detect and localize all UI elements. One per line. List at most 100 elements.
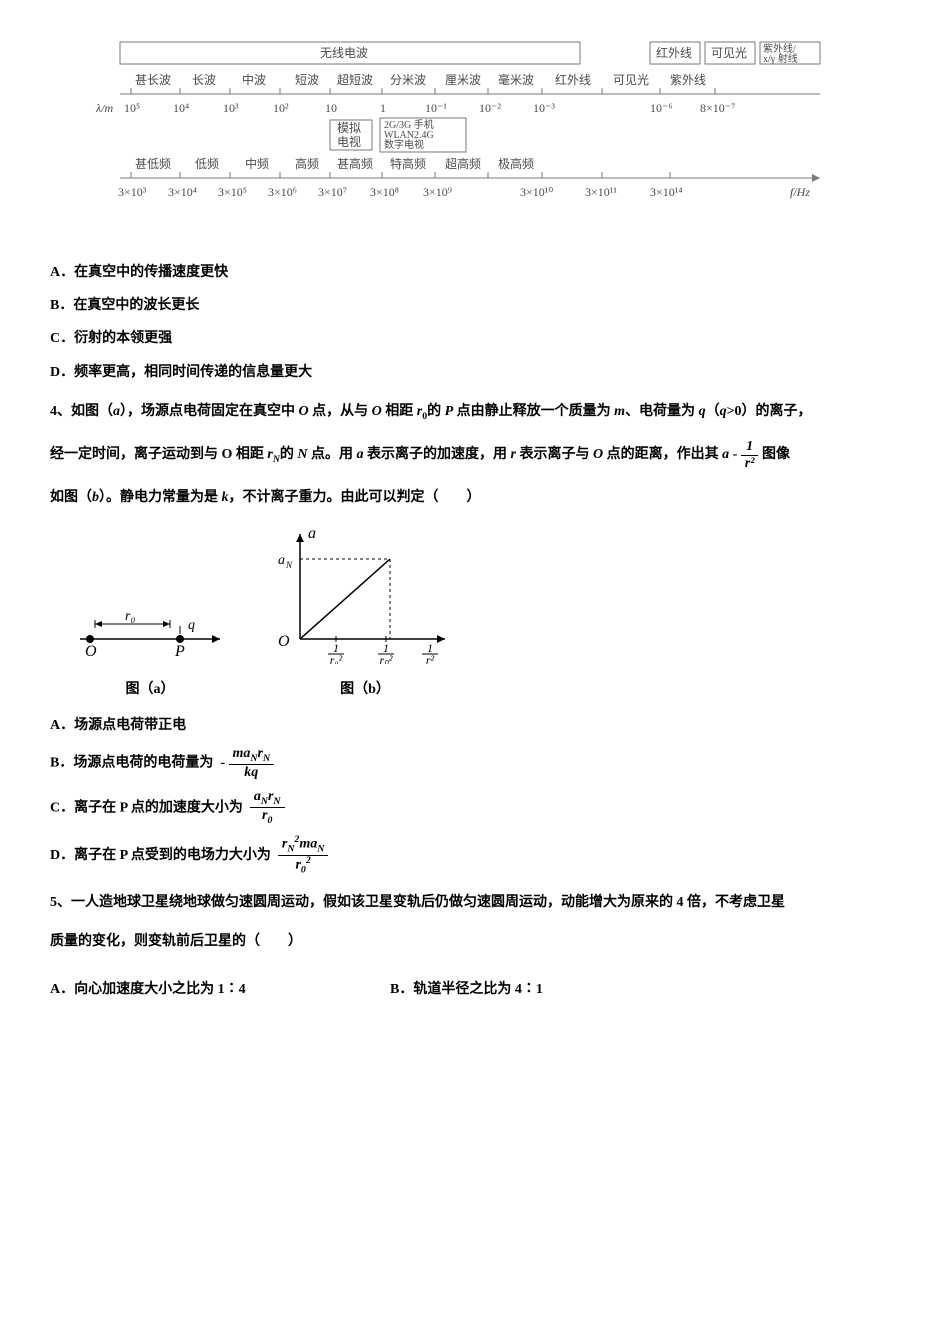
svg-text:电视: 电视 — [337, 134, 361, 149]
num: rN2maN — [278, 835, 328, 856]
svg-text:特高频: 特高频 — [390, 156, 426, 171]
hdr-ir: 红外线 — [656, 45, 692, 60]
q3-opt-d: D．频率更高，相同时间传递的信息量更大 — [50, 360, 900, 385]
svg-text:可见光: 可见光 — [613, 73, 649, 87]
svg-text:r₀: r₀ — [125, 609, 135, 624]
frac: aNrN r0 — [250, 789, 285, 827]
t: ma — [299, 836, 317, 851]
t: N — [273, 795, 280, 806]
q5-stem2: 质量的变化，则变轨前后卫星的（ ） — [50, 929, 900, 954]
fig-b: O a a N 1 r₀² 1 rₙ² 1 r² — [270, 524, 460, 702]
t: q — [699, 404, 706, 419]
svg-text:3×10⁵: 3×10⁵ — [218, 185, 247, 199]
svg-text:10⁴: 10⁴ — [173, 101, 189, 115]
t: 点，从与 — [309, 404, 372, 419]
svg-text:r²: r² — [426, 653, 435, 664]
svg-text:f/Hz: f/Hz — [790, 185, 810, 199]
q4-opt-d: D．离子在 P 点受到的电场力大小为 rN2maN r02 — [50, 835, 900, 876]
hdr-uv2: x/γ 射线 — [763, 52, 798, 65]
t: 图像 — [762, 447, 790, 462]
t: 的 — [280, 447, 298, 462]
q4-stem-line3: 如图（b）。静电力常量为是 k，不计离子重力。由此可以判定（ ） — [50, 485, 900, 510]
spectrum-diagram: 无线电波 红外线 可见光 紫外线/ x/γ 射线 甚长波 长波 中波 短波 超短… — [90, 40, 850, 240]
svg-text:中频: 中频 — [245, 156, 269, 171]
t: O — [372, 404, 382, 419]
svg-text:10⁵: 10⁵ — [124, 101, 140, 115]
t: 4、如图（ — [50, 404, 113, 419]
fig-b-cap: 图（b） — [270, 677, 460, 702]
svg-text:红外线: 红外线 — [555, 72, 591, 87]
svg-text:毫米波: 毫米波 — [498, 72, 534, 87]
svg-text:超短波: 超短波 — [337, 72, 373, 87]
t: 表示离子与 — [516, 447, 593, 462]
svg-text:10⁻³: 10⁻³ — [533, 101, 555, 115]
t: 点的距离，作出其 — [603, 447, 719, 462]
q3-opt-b: B．在真空中的波长更长 — [50, 293, 900, 318]
svg-text:3×10⁷: 3×10⁷ — [318, 185, 347, 199]
t: ），场源点电荷固定在真空中 — [120, 404, 299, 419]
t: a — [113, 404, 120, 419]
svg-text:3×10⁶: 3×10⁶ — [268, 185, 297, 199]
neg: - — [220, 755, 225, 770]
svg-text:rₙ²: rₙ² — [379, 653, 392, 664]
t: ）。静电力常量为是 — [99, 490, 222, 505]
q3-opt-a: A．在真空中的传播速度更快 — [50, 260, 900, 285]
svg-text:10³: 10³ — [223, 101, 239, 115]
svg-text:r₀²: r₀² — [330, 653, 343, 664]
q4-opt-b: B．场源点电荷的电荷量为 - maNrN kq — [50, 746, 900, 781]
svg-text:10: 10 — [325, 101, 337, 115]
q5-opt-b: B．轨道半径之比为 4∶1 — [390, 977, 543, 1002]
svg-text:3×10¹⁴: 3×10¹⁴ — [650, 185, 683, 199]
hdr-radio: 无线电波 — [320, 46, 368, 60]
svg-text:q: q — [188, 618, 195, 633]
frac: 1r² — [741, 439, 759, 471]
svg-text:低频: 低频 — [195, 157, 219, 171]
svg-text:分米波: 分米波 — [390, 73, 426, 87]
t: B．场源点电荷的电荷量为 — [50, 755, 213, 770]
svg-text:超高频: 超高频 — [445, 156, 481, 171]
hdr-vis: 可见光 — [711, 46, 747, 60]
svg-text:8×10⁻⁷: 8×10⁻⁷ — [700, 101, 735, 115]
svg-text:厘米波: 厘米波 — [445, 73, 481, 87]
den: kq — [229, 765, 275, 780]
fig-a-cap: 图（a） — [70, 677, 230, 702]
t: 的 — [427, 404, 445, 419]
t: a — [254, 789, 261, 804]
t: b — [92, 490, 99, 505]
t: D．离子在 P 点受到的电场力大小为 — [50, 848, 271, 863]
svg-text:甚高频: 甚高频 — [337, 156, 373, 171]
num: aNrN — [250, 789, 285, 809]
svg-text:3×10¹¹: 3×10¹¹ — [585, 185, 617, 199]
svg-text:a: a — [308, 525, 316, 542]
t: （ — [706, 404, 720, 419]
den: r0 — [250, 808, 285, 827]
q4-stem-line2: 经一定时间，离子运动到与 O 相距 rN的 N 点。用 a 表示离子的加速度，用… — [50, 439, 900, 471]
svg-text:甚低频: 甚低频 — [135, 157, 171, 171]
svg-text:甚长波: 甚长波 — [135, 73, 171, 87]
svg-text:短波: 短波 — [295, 73, 319, 87]
q5-opts-row: A．向心加速度大小之比为 1∶4 B．轨道半径之比为 4∶1 — [50, 969, 900, 1010]
t: 经一定时间，离子运动到与 O 相距 — [50, 447, 267, 462]
svg-text:P: P — [174, 643, 185, 660]
q4-stem-line1: 4、如图（a），场源点电荷固定在真空中 O 点，从与 O 相距 r0的 P 点由… — [50, 399, 900, 425]
t: 如图（ — [50, 490, 92, 505]
t: ，不计离子重力。由此可以判定（ ） — [229, 490, 481, 505]
svg-text:1: 1 — [380, 101, 386, 115]
t: N — [317, 843, 324, 854]
t: 、电荷量为 — [625, 404, 699, 419]
t: O — [593, 447, 603, 462]
t: 0 — [267, 815, 272, 826]
t: 0 — [301, 864, 306, 875]
svg-text:3×10⁴: 3×10⁴ — [168, 185, 197, 199]
q5-stem1: 5、一人造地球卫星绕地球做匀速圆周运动，假如该卫星变轨后仍做匀速圆周运动，动能增… — [50, 890, 900, 915]
svg-text:中波: 中波 — [242, 72, 266, 87]
svg-text:3×10⁹: 3×10⁹ — [423, 185, 452, 199]
svg-text:模拟: 模拟 — [337, 121, 361, 135]
svg-text:3×10¹⁰: 3×10¹⁰ — [520, 185, 553, 199]
t: N — [261, 795, 268, 806]
t: a — [357, 447, 364, 462]
t: q — [720, 404, 727, 419]
svg-text:长波: 长波 — [192, 73, 216, 87]
t: ma — [233, 746, 251, 761]
svg-text:紫外线: 紫外线 — [670, 73, 706, 87]
